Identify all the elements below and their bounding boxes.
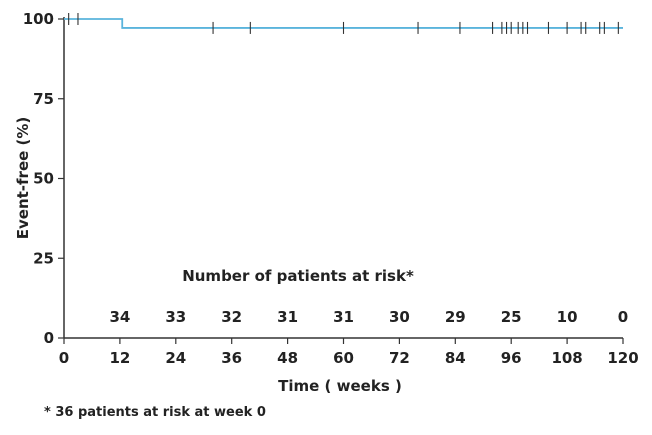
x-tick-label: 0 — [59, 349, 69, 367]
risk-count: 30 — [389, 308, 410, 326]
risk-count: 34 — [109, 308, 130, 326]
y-tick-label: 75 — [33, 90, 54, 108]
x-tick-label: 12 — [109, 349, 130, 367]
x-tick-label: 84 — [445, 349, 466, 367]
y-tick-label: 25 — [33, 249, 54, 267]
risk-count: 31 — [277, 308, 298, 326]
y-tick-label: 0 — [44, 329, 54, 347]
survival-curve — [64, 18, 623, 29]
x-tick-label: 96 — [501, 349, 522, 367]
risk-count: 25 — [501, 308, 522, 326]
risk-count: 33 — [165, 308, 186, 326]
risk-count: 31 — [333, 308, 354, 326]
y-tick-label: 50 — [33, 170, 54, 188]
risk-count: 29 — [445, 308, 466, 326]
risk-table-title: Number of patients at risk* — [182, 267, 414, 285]
risk-count: 0 — [618, 308, 628, 326]
risk-count: 10 — [557, 308, 578, 326]
x-tick-label: 24 — [165, 349, 186, 367]
x-tick-label: 108 — [551, 349, 582, 367]
x-tick-label: 60 — [333, 349, 354, 367]
y-axis-title: Event-free (%) — [14, 117, 32, 240]
risk-count: 32 — [221, 308, 242, 326]
y-tick-label: 100 — [23, 10, 54, 28]
x-tick-label: 72 — [389, 349, 410, 367]
x-tick-label: 48 — [277, 349, 298, 367]
x-axis-title: Time ( weeks ) — [278, 377, 402, 395]
x-tick-label: 36 — [221, 349, 242, 367]
footnote: * 36 patients at risk at week 0 — [44, 405, 266, 420]
x-tick-label: 120 — [607, 349, 638, 367]
